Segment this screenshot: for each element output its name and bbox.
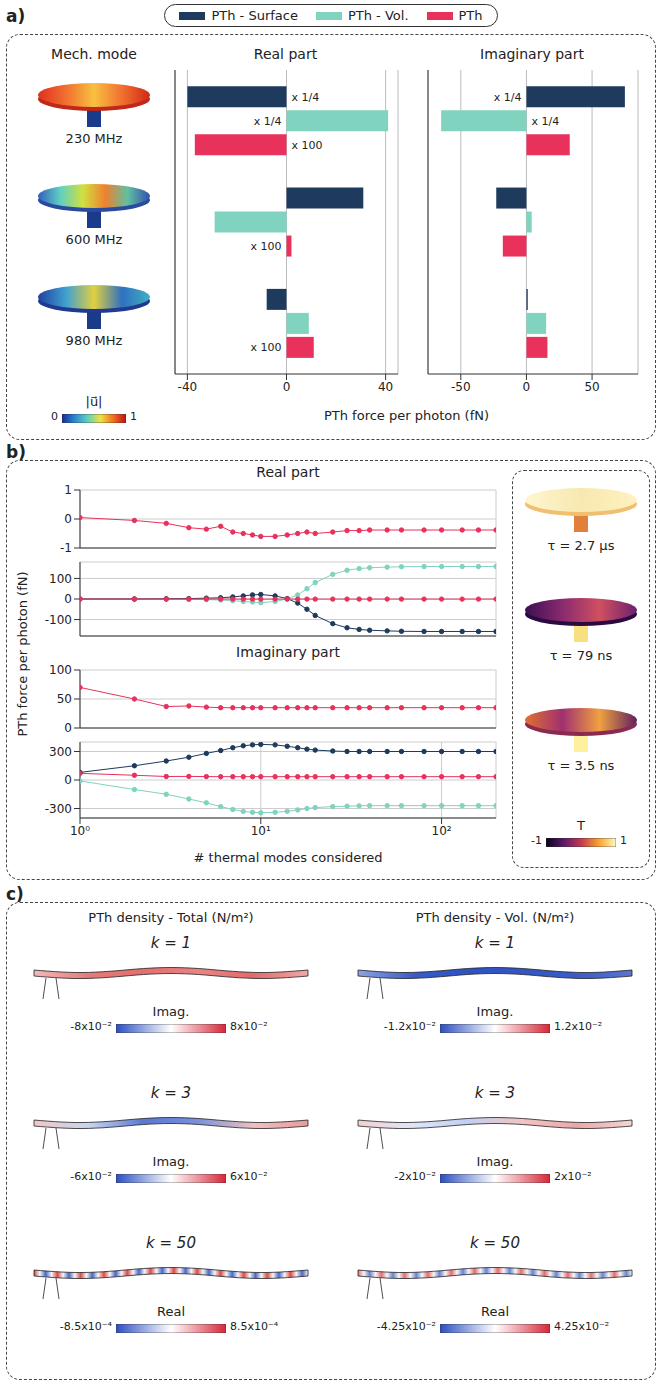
svg-text:x 1/4: x 1/4 (531, 115, 559, 128)
html-text:PTh force per photon (fN): PTh force per photon (fN) (324, 408, 489, 423)
html-text:8x10⁻²: 8x10⁻² (230, 1020, 268, 1033)
html-text:-1.2x10⁻²: -1.2x10⁻² (383, 1020, 436, 1033)
html-text:a): a) (6, 6, 26, 26)
svg-text:x 1/4: x 1/4 (494, 91, 522, 104)
svg-text:100: 100 (49, 663, 72, 677)
html-text:Imag.: Imag. (152, 1154, 190, 1169)
svg-text:-100: -100 (45, 613, 72, 627)
html-text:Mech. mode: Mech. mode (51, 46, 137, 62)
html-text:PTh force per photon (fN): PTh force per photon (fN) (14, 571, 30, 737)
html-text:-4.25x10⁻²: -4.25x10⁻² (376, 1320, 436, 1333)
html-text:τ = 3.5 ns: τ = 3.5 ns (547, 758, 615, 773)
svg-text:0: 0 (523, 380, 531, 394)
html-text:6x10⁻²: 6x10⁻² (230, 1170, 268, 1183)
html-text:τ = 2.7 µs: τ = 2.7 µs (547, 538, 615, 553)
html-text:230 MHz: 230 MHz (65, 130, 123, 146)
html-text:-2x10⁻²: -2x10⁻² (394, 1170, 436, 1183)
html-text:1: 1 (130, 410, 137, 423)
html-text:Real: Real (157, 1304, 185, 1319)
html-text:8.5x10⁻⁴: 8.5x10⁻⁴ (230, 1320, 279, 1333)
html-text:2x10⁻²: 2x10⁻² (554, 1170, 592, 1183)
html-text:-1: -1 (531, 834, 542, 847)
svg-text:100: 100 (49, 572, 72, 586)
svg-text:10²: 10² (432, 824, 452, 838)
svg-text:-40: -40 (178, 380, 198, 394)
svg-text:0: 0 (64, 721, 72, 735)
html-text:Imag.: Imag. (476, 1154, 514, 1169)
svg-text:300: 300 (49, 745, 72, 759)
svg-text:-300: -300 (45, 802, 72, 816)
html-text:PTh: PTh (458, 8, 483, 23)
svg-text:0: 0 (283, 380, 291, 394)
svg-text:0: 0 (64, 512, 72, 526)
html-text:Real: Real (481, 1304, 509, 1319)
html-text:k = 3: k = 3 (150, 1084, 192, 1102)
html-text:|u⃗|: |u⃗| (85, 394, 103, 409)
html-text:k = 50: k = 50 (470, 1234, 520, 1252)
svg-text:x 1/4: x 1/4 (292, 91, 320, 104)
svg-text:50: 50 (584, 380, 599, 394)
html-text:Imaginary part: Imaginary part (480, 46, 584, 62)
svg-text:-1: -1 (60, 541, 72, 555)
html-text:980 MHz: 980 MHz (65, 333, 123, 349)
html-text:k = 1: k = 1 (474, 934, 516, 952)
svg-text:10⁰: 10⁰ (70, 824, 90, 838)
svg-text:0: 0 (64, 592, 72, 606)
svg-text:0: 0 (64, 773, 72, 787)
html-text:Imag.: Imag. (152, 1004, 190, 1019)
html-text:Imag.: Imag. (476, 1004, 514, 1019)
html-text:PTh density - Total (N/m²): PTh density - Total (N/m²) (88, 910, 254, 925)
html-text:1: 1 (620, 834, 627, 847)
svg-text:10¹: 10¹ (251, 824, 271, 838)
svg-text:40: 40 (378, 380, 393, 394)
html-text:Real part: Real part (253, 46, 318, 62)
svg-text:x 100: x 100 (292, 139, 323, 152)
html-text:Imaginary part: Imaginary part (236, 644, 340, 660)
svg-text:50: 50 (57, 692, 72, 706)
html-text:PTh density - Vol. (N/m²): PTh density - Vol. (N/m²) (415, 910, 575, 925)
html-text:T: T (577, 818, 585, 833)
html-text:c): c) (6, 884, 24, 904)
svg-text:1: 1 (64, 483, 72, 497)
html-text:b): b) (6, 442, 26, 462)
html-text:-8x10⁻²: -8x10⁻² (70, 1020, 112, 1033)
html-text:k = 50: k = 50 (146, 1234, 196, 1252)
html-text:k = 3: k = 3 (474, 1084, 516, 1102)
html-text:k = 1: k = 1 (150, 934, 192, 952)
html-text:Real part: Real part (256, 464, 320, 480)
html-text:4.25x10⁻²: 4.25x10⁻² (554, 1320, 610, 1333)
svg-text:x 100: x 100 (250, 240, 281, 253)
html-text:1.2x10⁻²: 1.2x10⁻² (554, 1020, 603, 1033)
svg-text:# thermal modes considered: # thermal modes considered (194, 850, 383, 865)
html-text:PTh - Surface: PTh - Surface (211, 8, 298, 23)
html-text:0: 0 (51, 410, 58, 423)
html-text:-8.5x10⁻⁴: -8.5x10⁻⁴ (59, 1320, 112, 1333)
html-text:600 MHz: 600 MHz (65, 232, 123, 247)
svg-text:-50: -50 (451, 380, 471, 394)
html-text:PTh - Vol.: PTh - Vol. (348, 8, 409, 23)
html-text:τ = 79 ns: τ = 79 ns (549, 648, 613, 663)
svg-text:x 1/4: x 1/4 (254, 115, 282, 128)
html-text:-6x10⁻²: -6x10⁻² (70, 1170, 112, 1183)
svg-text:x 100: x 100 (250, 341, 281, 354)
